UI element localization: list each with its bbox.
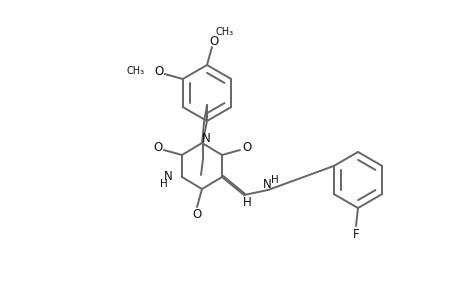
Text: N: N xyxy=(164,170,173,184)
Text: CH₃: CH₃ xyxy=(126,66,145,76)
Text: H: H xyxy=(160,179,168,189)
Text: N: N xyxy=(262,178,271,190)
Text: H: H xyxy=(242,196,251,208)
Text: H: H xyxy=(270,175,278,185)
Text: CH₃: CH₃ xyxy=(215,27,234,37)
Text: O: O xyxy=(153,140,162,154)
Text: O: O xyxy=(242,140,251,154)
Text: O: O xyxy=(154,64,163,77)
Text: N: N xyxy=(201,131,210,145)
Text: F: F xyxy=(352,227,358,241)
Text: O: O xyxy=(192,208,201,221)
Text: O: O xyxy=(209,34,218,47)
